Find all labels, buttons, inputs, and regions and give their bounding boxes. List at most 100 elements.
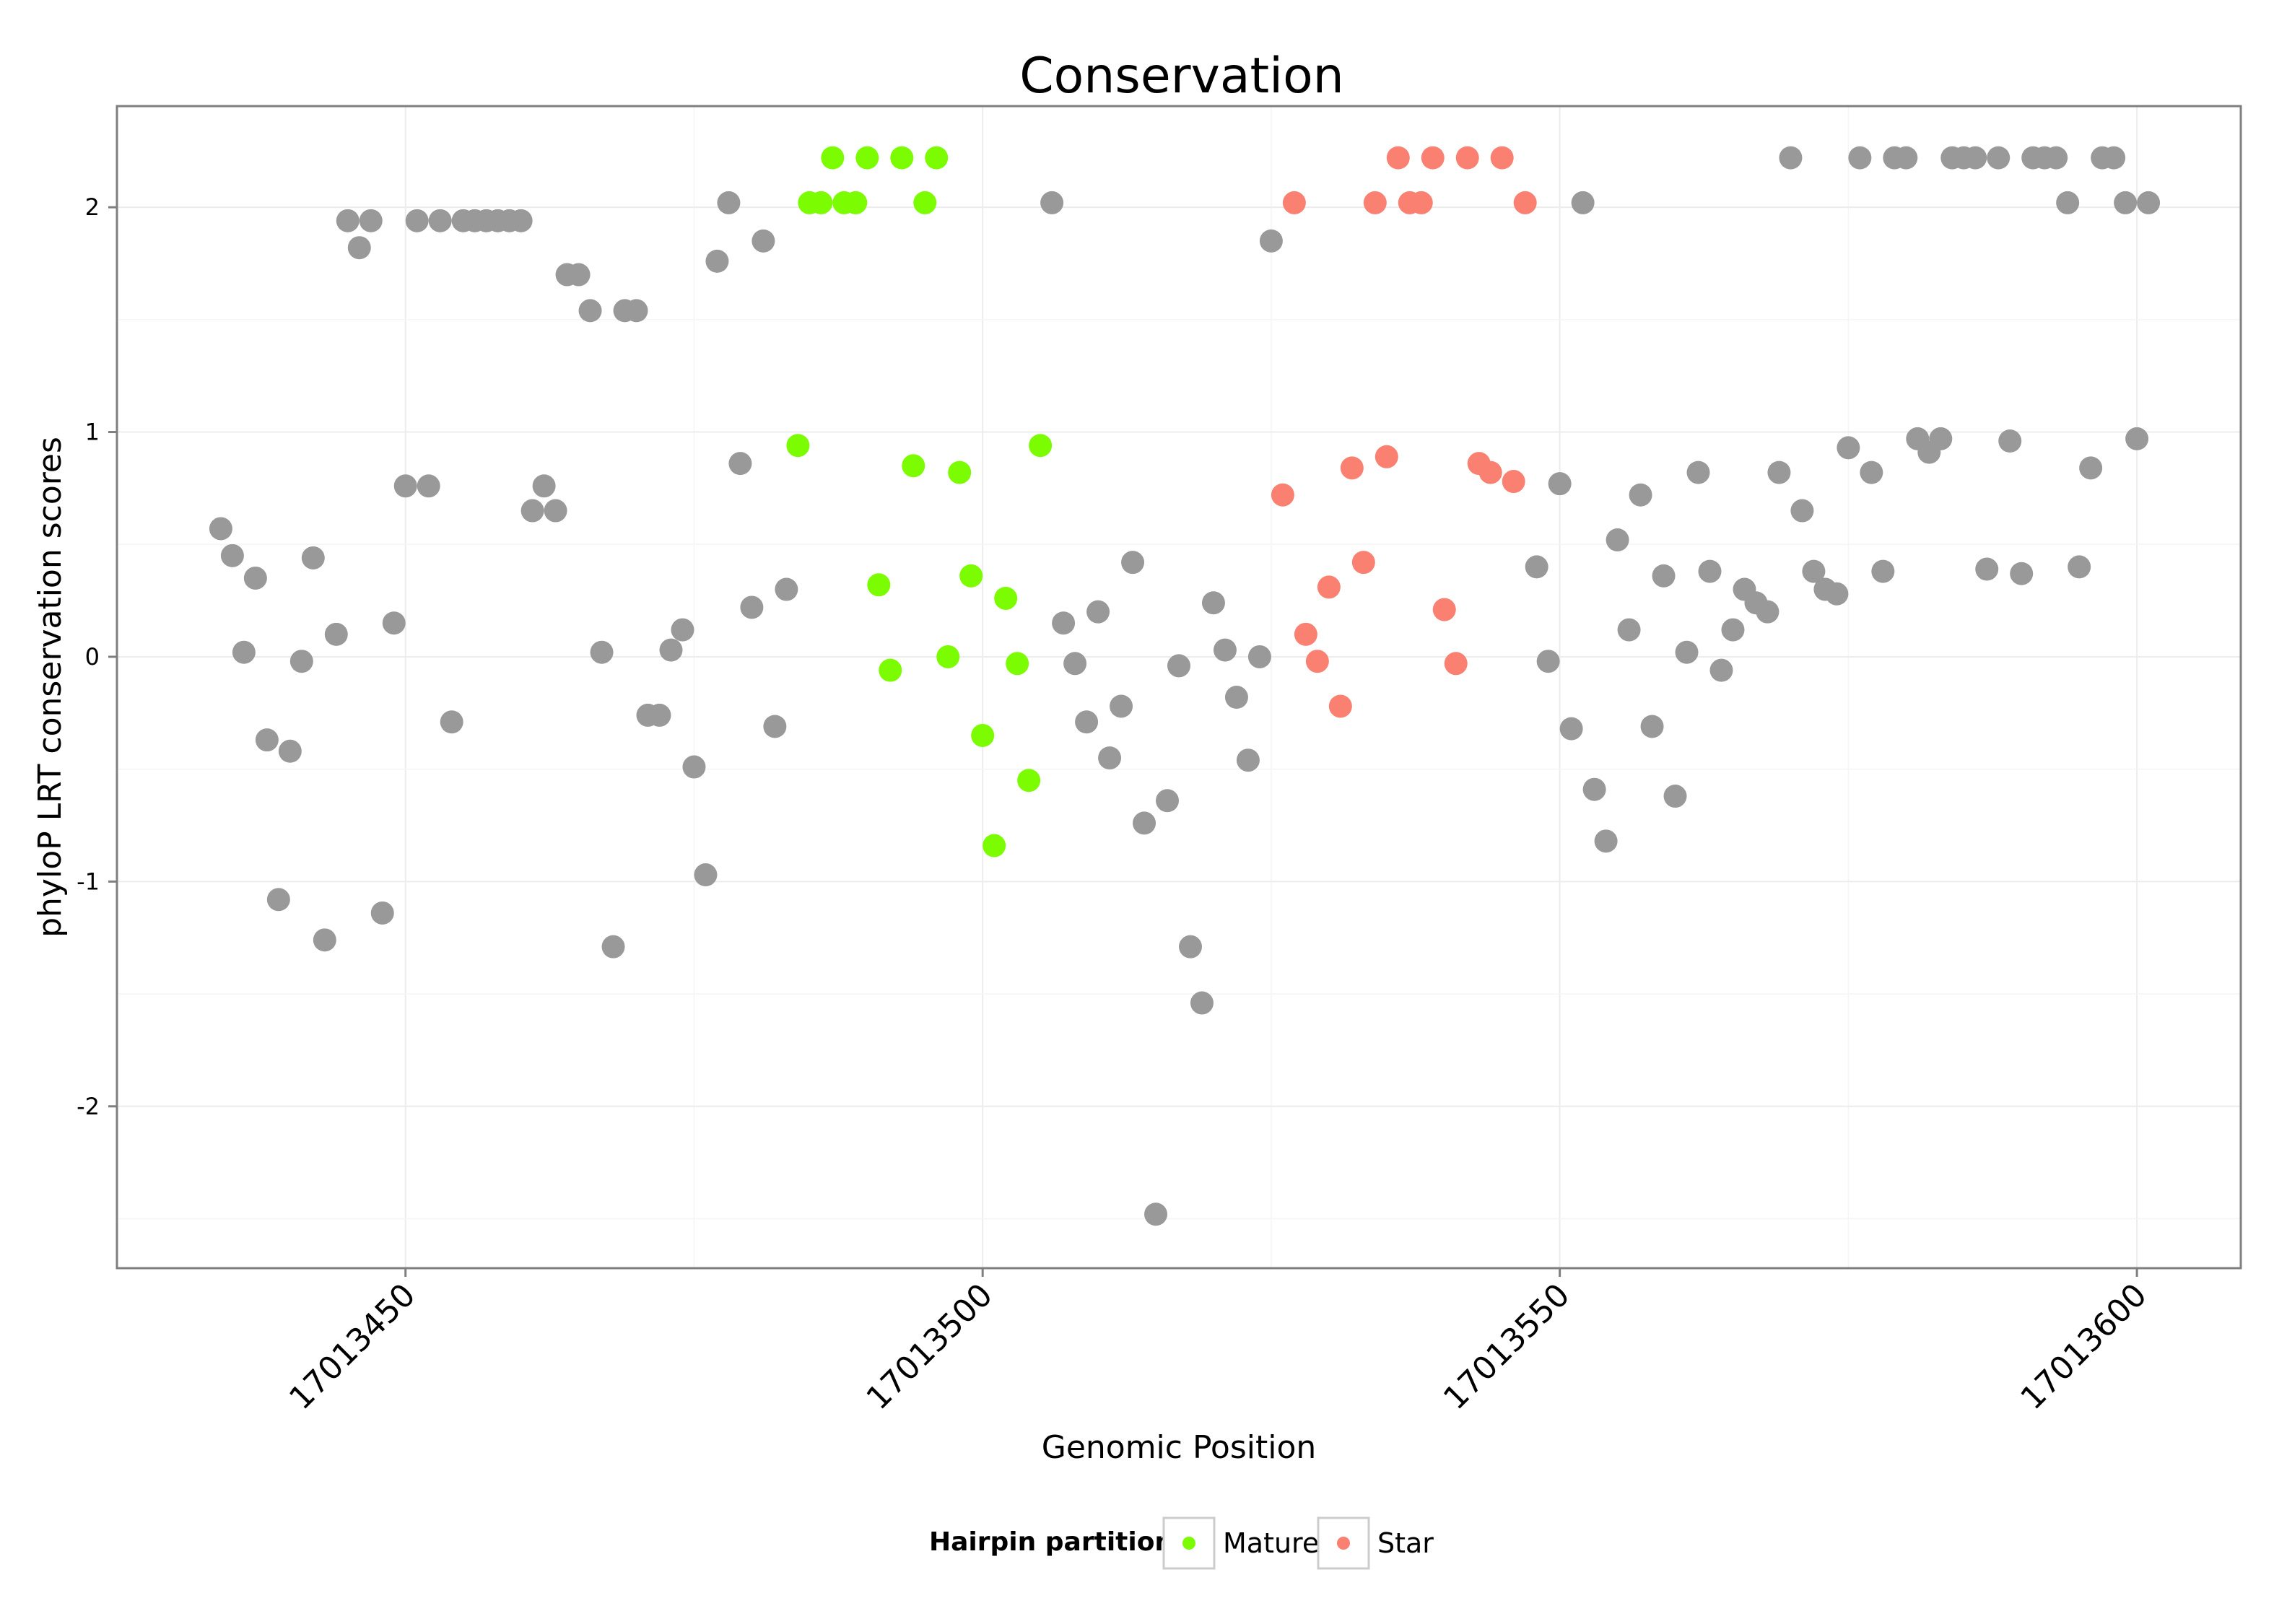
data-point-mature — [809, 191, 833, 214]
data-point-star — [1421, 146, 1445, 170]
data-point-star — [1351, 551, 1375, 575]
data-point-other — [1825, 582, 1849, 606]
data-point-mature — [844, 191, 868, 214]
data-point-other — [1259, 229, 1283, 253]
data-point-other — [1860, 460, 1883, 484]
y-tick-label: 2 — [85, 193, 100, 221]
x-tick-label: 17013600 — [2013, 1277, 2153, 1417]
data-point-other — [1236, 748, 1260, 772]
data-point-other — [209, 517, 232, 541]
data-point-other — [1629, 483, 1652, 507]
data-point-other — [590, 640, 614, 664]
data-point-mature — [1029, 434, 1053, 458]
data-point-mature — [1006, 652, 1029, 676]
data-point-other — [405, 209, 429, 232]
data-point-other — [1525, 555, 1548, 579]
data-points — [209, 146, 2161, 1226]
data-point-other — [278, 739, 302, 763]
data-point-other — [1756, 600, 1779, 624]
data-point-mature — [959, 564, 983, 588]
legend-marker-star — [1337, 1537, 1350, 1550]
data-point-other — [648, 703, 671, 727]
data-point-mature — [867, 573, 891, 597]
data-point-other — [1063, 652, 1087, 676]
data-point-other — [440, 710, 463, 734]
x-tick-label: 17013500 — [860, 1277, 1000, 1417]
data-point-other — [1640, 715, 1664, 738]
y-tick-label: -1 — [77, 868, 100, 895]
data-point-other — [601, 935, 625, 959]
y-axis: 2 1 0 -1 -2 — [77, 193, 117, 1120]
data-point-other — [417, 474, 440, 498]
data-point-mature — [821, 146, 845, 170]
data-point-star — [1271, 483, 1294, 507]
data-point-other — [728, 452, 752, 476]
data-point-star — [1328, 694, 1352, 718]
data-point-star — [1375, 445, 1398, 468]
data-point-other — [1201, 591, 1225, 615]
legend-label-mature: Mature — [1223, 1527, 1319, 1559]
legend-marker-mature — [1182, 1537, 1195, 1550]
data-point-star — [1455, 146, 1479, 170]
data-point-other — [1964, 146, 1987, 170]
data-point-other — [532, 474, 556, 498]
x-tick-label: 17013450 — [282, 1277, 422, 1417]
data-point-other — [1663, 785, 1687, 808]
data-point-other — [359, 209, 383, 232]
data-point-mature — [994, 586, 1018, 610]
data-point-other — [1721, 618, 1745, 642]
data-point-other — [336, 209, 360, 232]
data-point-other — [1086, 600, 1110, 624]
y-tick-label: 0 — [85, 643, 100, 671]
data-point-other — [1929, 427, 1953, 450]
data-point-other — [1098, 746, 1122, 770]
data-point-mature — [1017, 769, 1041, 793]
data-point-other — [428, 209, 452, 232]
data-point-other — [1247, 645, 1271, 668]
data-point-other — [1133, 811, 1156, 835]
data-point-star — [1513, 191, 1537, 214]
data-point-other — [509, 209, 533, 232]
data-point-other — [659, 638, 683, 662]
data-point-other — [1709, 658, 1733, 682]
data-point-star — [1294, 622, 1317, 646]
data-point-other — [1975, 557, 1999, 581]
data-point-other — [1790, 499, 1814, 523]
data-point-other — [763, 715, 787, 738]
data-point-other — [1559, 717, 1583, 741]
data-point-other — [567, 263, 591, 287]
data-point-other — [1871, 559, 1895, 583]
data-point-other — [2056, 191, 2080, 214]
data-point-other — [1998, 429, 2022, 453]
data-point-other — [671, 618, 694, 642]
data-point-other — [1987, 146, 2011, 170]
data-point-star — [1305, 650, 1329, 673]
data-point-other — [382, 611, 406, 635]
data-point-other — [1052, 611, 1076, 635]
data-point-other — [624, 299, 648, 323]
data-point-mature — [902, 454, 925, 478]
grid-lines — [116, 106, 2241, 1268]
data-point-other — [1767, 460, 1791, 484]
data-point-mature — [855, 146, 879, 170]
data-point-star — [1502, 470, 1525, 494]
data-point-star — [1409, 191, 1433, 214]
data-point-mature — [971, 723, 995, 747]
data-point-mature — [936, 645, 960, 668]
data-point-other — [1594, 829, 1618, 853]
data-point-star — [1432, 598, 1456, 621]
data-point-mature — [879, 658, 902, 682]
data-point-other — [1802, 559, 1826, 583]
data-point-other — [243, 566, 267, 590]
data-point-other — [266, 888, 290, 912]
x-tick-label: 17013550 — [1437, 1277, 1577, 1417]
data-point-other — [1606, 528, 1629, 552]
data-point-other — [1779, 146, 1803, 170]
data-point-star — [1317, 575, 1341, 599]
data-point-other — [1652, 564, 1676, 588]
data-point-other — [544, 499, 567, 523]
legend-label-star: Star — [1377, 1527, 1434, 1559]
data-point-other — [705, 249, 729, 273]
